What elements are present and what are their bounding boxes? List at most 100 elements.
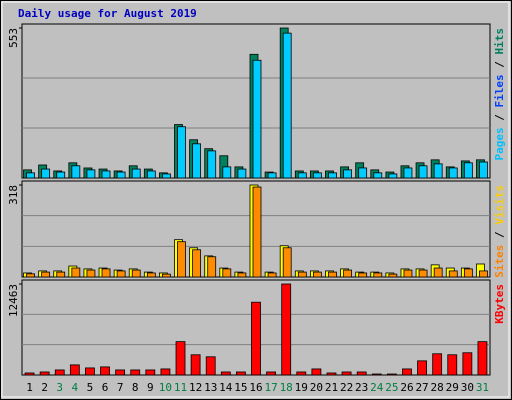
bar	[146, 170, 156, 179]
bar	[162, 273, 171, 278]
legend-entry: KBytes	[493, 284, 506, 324]
legend-entry: Files	[493, 74, 506, 107]
bar	[281, 283, 292, 376]
bar	[479, 161, 488, 179]
x-tick-label: 29	[446, 381, 459, 394]
x-tick-label: 2	[41, 381, 48, 394]
x-tick-label: 4	[72, 381, 79, 394]
bar	[222, 268, 232, 278]
legend-entry: /	[493, 108, 506, 128]
bar	[69, 364, 80, 376]
bar	[116, 270, 126, 278]
bar	[448, 270, 458, 278]
chart-title: Daily usage for August 2019	[18, 7, 197, 20]
bar	[115, 369, 126, 376]
x-tick-label: 7	[117, 381, 124, 394]
bar	[71, 267, 81, 278]
bar	[447, 354, 458, 376]
x-tick-label: 8	[132, 381, 139, 394]
y-tick-label: 12463	[7, 284, 20, 317]
x-tick-label: 9	[147, 381, 154, 394]
bar	[371, 373, 382, 376]
bar	[177, 241, 186, 278]
bar	[341, 371, 352, 376]
x-tick-label: 12	[189, 381, 202, 394]
bar	[86, 169, 96, 179]
bar	[386, 373, 397, 376]
bar	[388, 173, 398, 179]
bar	[192, 143, 202, 179]
bar	[41, 168, 51, 179]
legend-entry: Sites	[493, 245, 506, 278]
bar	[26, 273, 35, 278]
bar	[86, 269, 96, 278]
bar	[100, 366, 110, 376]
legend-entry: /	[493, 55, 506, 75]
bar	[267, 272, 277, 278]
bar	[418, 165, 428, 179]
x-tick-label: 21	[325, 381, 338, 394]
x-tick-label: 13	[204, 381, 217, 394]
x-tick-label: 6	[102, 381, 109, 394]
x-tick-label: 1	[26, 381, 33, 394]
x-tick-label: 11	[174, 381, 187, 394]
bar	[448, 167, 458, 179]
bar	[41, 271, 51, 278]
bar	[297, 271, 307, 278]
bar	[26, 172, 35, 179]
bar	[146, 272, 156, 278]
bar	[237, 168, 247, 179]
bar	[358, 167, 368, 179]
bar	[343, 169, 352, 179]
bar	[207, 150, 217, 179]
x-tick-label: 19	[295, 381, 308, 394]
bar	[463, 268, 473, 278]
bar	[39, 371, 50, 376]
bar	[85, 367, 95, 376]
x-tick-label: 27	[415, 381, 428, 394]
bar	[297, 172, 307, 179]
bar	[358, 272, 368, 278]
x-tick-label: 24	[370, 381, 384, 394]
x-tick-label: 15	[234, 381, 247, 394]
x-tick-label: 25	[385, 381, 398, 394]
bar	[175, 341, 186, 376]
legend-entry: Visits	[493, 185, 506, 225]
bar	[417, 360, 427, 376]
y-tick-label: 553	[7, 28, 20, 48]
bar	[326, 372, 337, 376]
bar	[418, 269, 428, 278]
bar	[267, 172, 277, 179]
bar	[463, 162, 473, 179]
bar	[236, 371, 246, 376]
bar	[312, 271, 322, 278]
bar	[116, 171, 126, 179]
bar	[479, 270, 488, 278]
bar	[252, 186, 262, 278]
bar	[433, 163, 443, 179]
bar	[145, 369, 156, 376]
x-tick-label: 18	[280, 381, 293, 394]
bar	[356, 371, 367, 376]
bar	[101, 170, 111, 179]
bar	[190, 354, 201, 376]
bar	[162, 173, 171, 179]
bar	[71, 165, 81, 179]
x-tick-label: 23	[355, 381, 368, 394]
bar	[311, 368, 322, 376]
bar	[432, 353, 443, 376]
bar	[477, 341, 488, 376]
x-tick-label: 5	[87, 381, 94, 394]
y-tick-label: 318	[7, 185, 20, 205]
bar	[282, 247, 292, 278]
x-tick-label: 20	[310, 381, 323, 394]
x-tick-label: 31	[476, 381, 489, 394]
bar	[282, 32, 292, 179]
legend-entry: Pages	[493, 127, 506, 160]
bar	[266, 371, 276, 376]
legend: KBytes	[493, 284, 506, 324]
bar	[220, 371, 231, 376]
x-tick-label: 3	[56, 381, 63, 394]
